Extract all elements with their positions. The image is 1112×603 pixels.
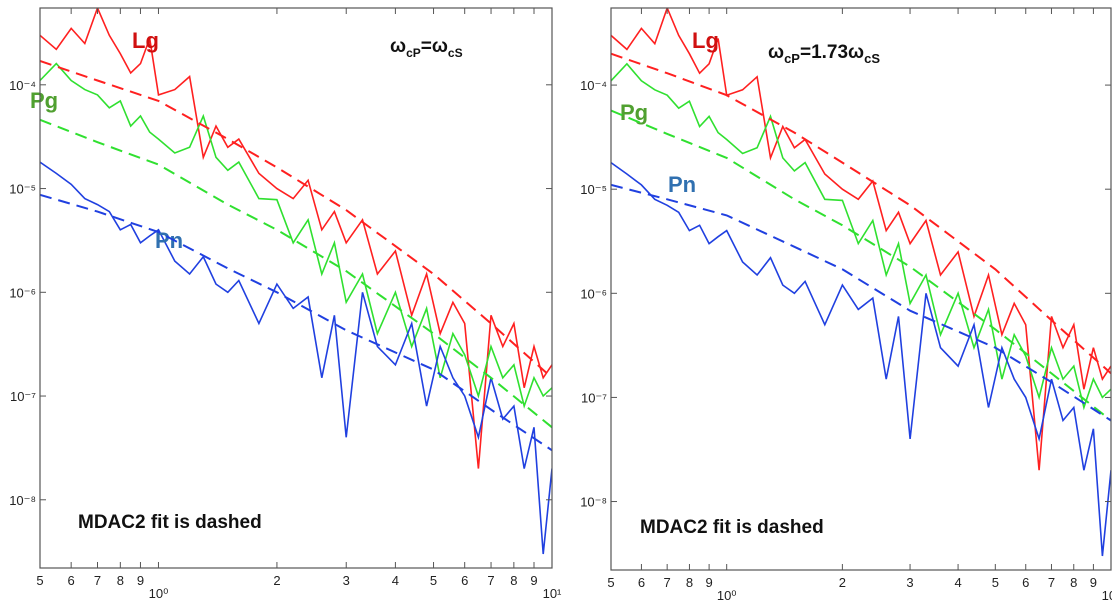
annotation: ωcP=ωcS — [390, 36, 463, 60]
x-tick-label: 9 — [530, 573, 537, 588]
series-label: Lg — [692, 28, 719, 53]
fit-line — [611, 52, 1111, 375]
x-tick-label: 5 — [992, 575, 999, 590]
series-label: Lg — [132, 28, 159, 53]
x-tick-label: 9 — [1090, 575, 1097, 590]
y-tick-label: 10⁻⁵ — [580, 182, 607, 197]
annotation-text: MDAC2 fit is dashed — [640, 517, 824, 538]
fit-line — [611, 109, 1111, 422]
fit-line — [40, 118, 552, 429]
annotation: MDAC2 fit is dashed — [78, 512, 262, 533]
spectrum-line — [40, 8, 552, 469]
series-label: Pg — [30, 88, 58, 113]
annotation: ωcP=1.73ωcS — [768, 42, 880, 66]
y-tick-label: 10⁻⁴ — [9, 78, 36, 93]
panel: LgPgPn5678910⁰2345678910¹10⁻⁸10⁻⁷10⁻⁶10⁻… — [580, 7, 1112, 603]
y-tick-label: 10⁻⁶ — [9, 285, 36, 300]
x-tick-label: 10⁰ — [717, 588, 737, 603]
x-tick-label: 7 — [94, 573, 101, 588]
annotation-text: =1.73ω — [800, 42, 864, 63]
x-tick-label: 4 — [954, 575, 961, 590]
x-tick-label: 8 — [117, 573, 124, 588]
annotation-text: MDAC2 fit is dashed — [78, 512, 262, 533]
x-tick-label: 10¹ — [1102, 588, 1112, 603]
x-tick-label: 6 — [638, 575, 645, 590]
x-tick-label: 6 — [68, 573, 75, 588]
x-tick-label: 7 — [1048, 575, 1055, 590]
x-tick-label: 9 — [705, 575, 712, 590]
x-tick-label: 6 — [461, 573, 468, 588]
y-tick-label: 10⁻⁷ — [10, 389, 36, 404]
annotation-subscript: cS — [448, 46, 463, 60]
y-tick-label: 10⁻⁶ — [580, 286, 607, 301]
series-label: Pn — [668, 172, 696, 197]
plot-frame — [39, 7, 553, 569]
annotation-text: ω — [768, 42, 784, 63]
y-tick-label: 10⁻⁸ — [9, 493, 36, 508]
annotation-text: =ω — [421, 36, 448, 57]
spectrum-line — [611, 8, 1111, 471]
annotation-subscript: cP — [406, 46, 421, 60]
y-tick-label: 10⁻⁴ — [580, 78, 607, 93]
x-tick-label: 5 — [430, 573, 437, 588]
spectrum-line — [40, 161, 552, 555]
x-tick-label: 7 — [664, 575, 671, 590]
fit-line — [40, 193, 552, 452]
spectrum-line — [40, 62, 552, 409]
annotation-text: ω — [390, 36, 406, 57]
spectrum-line — [611, 161, 1111, 557]
series-label: Pg — [620, 100, 648, 125]
x-tick-label: 8 — [686, 575, 693, 590]
x-tick-label: 6 — [1022, 575, 1029, 590]
x-tick-label: 5 — [36, 573, 43, 588]
annotation: MDAC2 fit is dashed — [640, 517, 824, 538]
x-tick-label: 4 — [392, 573, 399, 588]
plot-frame — [610, 7, 1112, 571]
x-tick-label: 2 — [839, 575, 846, 590]
fit-line — [40, 59, 552, 379]
x-tick-label: 9 — [137, 573, 144, 588]
x-tick-label: 3 — [906, 575, 913, 590]
x-tick-label: 5 — [607, 575, 614, 590]
x-tick-label: 7 — [487, 573, 494, 588]
x-tick-label: 3 — [343, 573, 350, 588]
y-tick-label: 10⁻⁸ — [580, 495, 607, 510]
fit-line — [611, 183, 1111, 422]
x-tick-label: 10⁰ — [149, 586, 169, 601]
x-tick-label: 8 — [1070, 575, 1077, 590]
x-tick-label: 2 — [273, 573, 280, 588]
x-tick-label: 8 — [510, 573, 517, 588]
x-tick-label: 10¹ — [543, 586, 562, 601]
annotation-subscript: cP — [784, 51, 800, 66]
annotation-subscript: cS — [864, 51, 880, 66]
y-tick-label: 10⁻⁷ — [581, 390, 607, 405]
y-tick-label: 10⁻⁵ — [9, 182, 36, 197]
spectrum-line — [611, 62, 1111, 411]
